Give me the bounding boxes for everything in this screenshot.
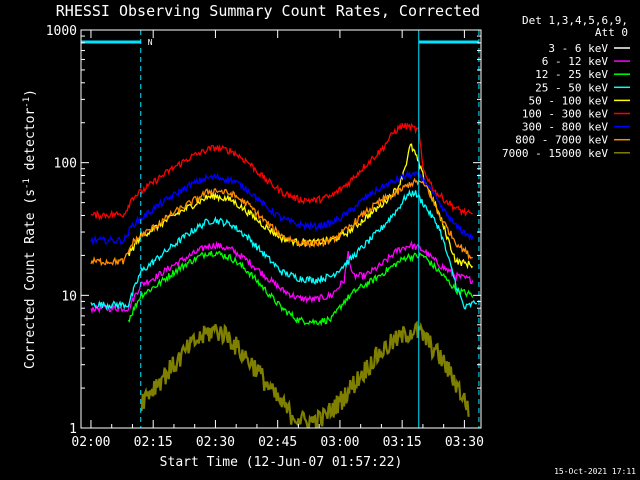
chart-title: RHESSI Observing Summary Count Rates, Co… xyxy=(56,2,480,20)
series-line-3 xyxy=(127,250,474,327)
legend-label-4: 25 - 50 keV xyxy=(535,81,608,94)
legend-label-1: 3 - 6 keV xyxy=(548,42,608,55)
y-tick-label-1: 10 xyxy=(61,289,77,304)
legend-label-6: 100 - 300 keV xyxy=(522,108,608,121)
legend-label-2: 6 - 12 keV xyxy=(542,55,609,68)
series-line-9 xyxy=(140,320,470,428)
x-tick-label-3: 02:45 xyxy=(258,435,297,450)
series-layer xyxy=(90,122,478,428)
legend-label-8: 800 - 7000 keV xyxy=(515,134,608,147)
legend-title-2: Att 0 xyxy=(595,26,628,39)
legend-label-7: 300 - 800 keV xyxy=(522,121,608,134)
y-axis-label: Corrected Count Rate (s-1 detector-1) xyxy=(22,89,38,369)
series-line-6 xyxy=(90,122,473,221)
x-tick-label-4: 03:00 xyxy=(320,435,359,450)
legend-title-1: Det 1,3,4,5,6,9, xyxy=(522,14,628,27)
x-axis: 02:00 02:15 02:30 02:45 03:00 03:15 03:30 xyxy=(71,30,484,450)
x-tick-label-1: 02:15 xyxy=(134,435,173,450)
series-line-1 xyxy=(123,252,470,366)
flag-label: N xyxy=(148,38,153,47)
x-tick-label-0: 02:00 xyxy=(71,435,110,450)
x-tick-label-2: 02:30 xyxy=(196,435,235,450)
legend-label-9: 7000 - 15000 keV xyxy=(502,147,608,160)
legend-label-5: 50 - 100 keV xyxy=(529,94,609,107)
timestamp: 15-Oct-2021 17:11 xyxy=(554,467,636,476)
legend-label-3: 12 - 25 keV xyxy=(535,68,608,81)
y-tick-label-0: 1 xyxy=(69,422,77,437)
series-line-4 xyxy=(90,188,478,311)
series-line-2 xyxy=(90,240,474,314)
y-axis: 1 10 100 1000 xyxy=(46,24,481,437)
y-tick-label-2: 100 xyxy=(54,157,77,172)
plot-frame xyxy=(80,29,482,429)
series-line-7 xyxy=(90,169,474,246)
y-tick-label-3: 1000 xyxy=(46,24,77,39)
x-axis-label: Start Time (12-Jun-07 01:57:22) xyxy=(160,455,403,470)
overlay-layer xyxy=(81,30,480,428)
x-tick-label-6: 03:30 xyxy=(445,435,484,450)
series-line-8 xyxy=(90,177,473,267)
x-tick-label-5: 03:15 xyxy=(383,435,422,450)
